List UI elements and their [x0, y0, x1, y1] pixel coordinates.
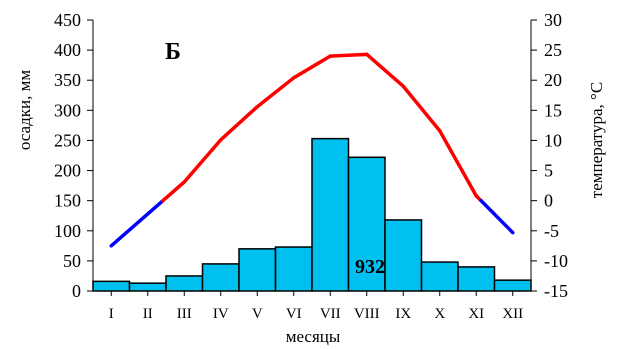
- month-label-VIII: VIII: [354, 306, 380, 322]
- left-tick-label: 100: [54, 221, 81, 241]
- x-axis-title: месяцы: [286, 327, 341, 346]
- temp-segment: [328, 52, 369, 58]
- left-tick-label: 200: [54, 161, 81, 181]
- labels: Б 932 месяцы осадки, мм температура, °С: [15, 39, 606, 346]
- y-axis-title-right: температура, °С: [587, 82, 606, 198]
- month-label-VI: VI: [286, 306, 302, 322]
- total-annotation: 932: [355, 256, 385, 278]
- month-label-IX: IX: [395, 306, 411, 322]
- month-label-XII: XII: [502, 306, 523, 322]
- temp-segment: [109, 212, 150, 248]
- left-tick-label: 400: [54, 40, 81, 60]
- left-tick-label: 450: [54, 10, 81, 30]
- temp-segment: [292, 54, 332, 80]
- precip-bar-IX: [384, 219, 423, 292]
- temp-segment: [219, 104, 259, 142]
- temp-segment: [161, 180, 186, 203]
- month-label-IV: IV: [213, 306, 229, 322]
- chart-title: Б: [165, 39, 181, 65]
- left-tick-label: 150: [54, 191, 81, 211]
- precip-bar-VII: [311, 137, 350, 292]
- left-tick-label: 50: [63, 251, 81, 271]
- temp-segment: [479, 198, 515, 235]
- precip-bar-XII: [493, 279, 532, 292]
- y-axis-title-left: осадки, мм: [15, 70, 34, 150]
- right-tick-label: 0: [544, 191, 553, 211]
- right-tick-label: -5: [544, 221, 559, 241]
- right-tick-label: -10: [544, 251, 568, 271]
- temp-segment: [255, 76, 296, 109]
- month-label-II: II: [143, 306, 153, 322]
- month-label-X: X: [434, 306, 445, 322]
- right-tick-label: 10: [544, 130, 562, 150]
- month-label-XI: XI: [468, 306, 484, 322]
- left-tick-label: 350: [54, 70, 81, 90]
- right-tick-label: 15: [544, 100, 562, 120]
- left-tick-label: 250: [54, 130, 81, 150]
- right-tick-label: 30: [544, 10, 562, 30]
- temperature-line: [109, 52, 515, 248]
- month-label-V: V: [252, 306, 263, 322]
- month-label-VII: VII: [320, 306, 341, 322]
- right-tick-label: 25: [544, 40, 562, 60]
- precip-bar-X: [420, 261, 459, 292]
- precip-bar-VI: [274, 246, 313, 292]
- precip-bar-VIII: [347, 156, 386, 292]
- precip-bar-I: [92, 280, 131, 292]
- right-tick-label: -15: [544, 281, 568, 301]
- precip-bar-XI: [457, 266, 496, 292]
- temp-segment: [365, 52, 405, 88]
- left-tick-label: 300: [54, 100, 81, 120]
- axes: 0 50 100 150 200 250 300 350 400 450 -15 -10 -5 0 5 10 1…: [54, 10, 568, 322]
- precipitation-bars: [92, 137, 532, 292]
- right-tick-label: 20: [544, 70, 562, 90]
- temp-segment: [401, 84, 442, 133]
- precip-bar-V: [238, 248, 277, 292]
- left-tick-label: 0: [72, 281, 81, 301]
- temp-segment: [438, 129, 478, 198]
- month-label-III: III: [177, 306, 192, 322]
- month-label-I: I: [109, 306, 114, 322]
- precip-bar-II: [128, 282, 167, 292]
- precip-bar-IV: [201, 263, 240, 292]
- right-tick-label: 5: [544, 161, 553, 181]
- precip-bar-III: [165, 275, 204, 292]
- temp-segment: [182, 138, 223, 184]
- temp-segment: [146, 198, 165, 216]
